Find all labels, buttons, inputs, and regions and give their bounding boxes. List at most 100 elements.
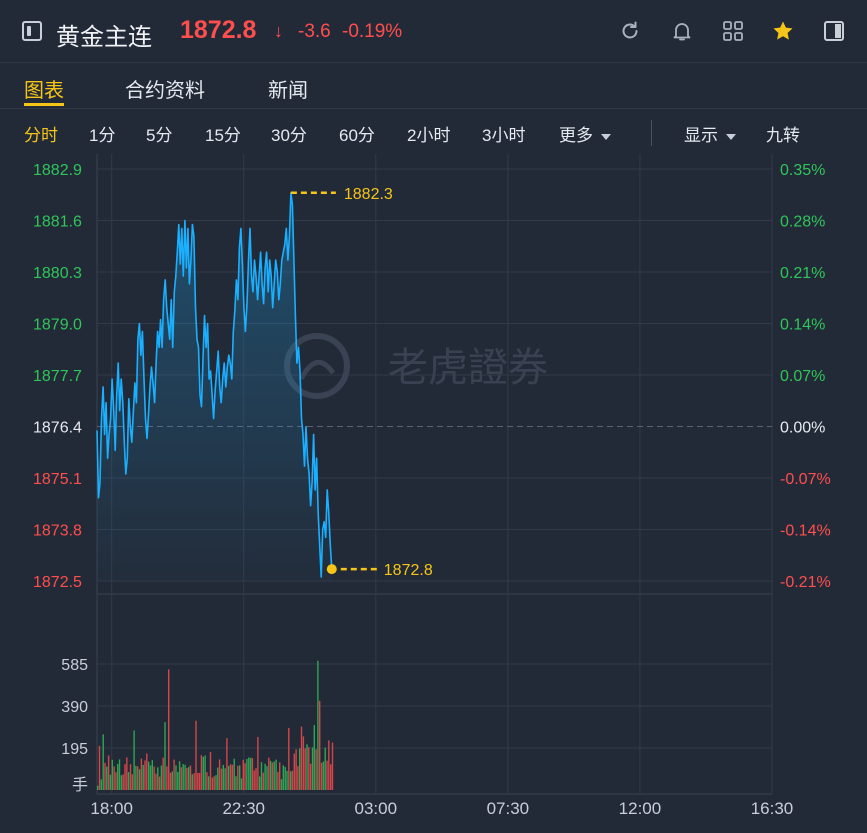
volume-bar — [260, 762, 263, 790]
volume-bar — [184, 764, 186, 790]
volume-bar — [271, 762, 274, 790]
volume-bar — [117, 764, 119, 790]
volume-bar — [257, 737, 259, 790]
volume-bar — [280, 779, 283, 790]
volume-bar — [195, 720, 197, 790]
percent-tick-label: 0.07% — [780, 368, 825, 385]
price-line-path — [96, 192, 333, 578]
volume-bar — [113, 766, 115, 790]
volume-bar — [171, 771, 173, 790]
volume-bar — [213, 776, 215, 790]
tab-chart[interactable]: 图表 — [24, 80, 64, 102]
display-label: 显示 — [684, 126, 718, 145]
volume-bar — [233, 758, 235, 790]
chevron-down-icon — [726, 133, 736, 140]
volume-bar — [313, 725, 315, 790]
volume-bar — [197, 772, 199, 790]
volume-bar — [268, 757, 270, 790]
volume-bar — [229, 764, 232, 790]
volume-bar — [111, 759, 113, 790]
instrument-title: 黄金主连 — [56, 24, 152, 51]
period-2hour[interactable]: 2小时 — [407, 126, 451, 145]
period-intraday[interactable]: 分时 — [24, 126, 58, 145]
volume-bar — [286, 770, 288, 790]
tab-contract-info[interactable]: 合约资料 — [125, 80, 205, 102]
volume-bar — [309, 763, 312, 790]
grid-icon[interactable] — [721, 19, 745, 43]
percent-tick-label: 0.35% — [780, 162, 825, 179]
volume-bar — [148, 761, 150, 790]
volume-bar — [266, 766, 268, 790]
tab-news[interactable]: 新闻 — [268, 80, 308, 102]
volume-bar — [131, 774, 133, 790]
volume-bar — [320, 762, 323, 790]
volume-bar — [157, 767, 159, 790]
volume-bar — [246, 759, 248, 790]
volume-bar — [160, 765, 163, 790]
volume-bar — [182, 764, 184, 790]
volume-bar — [239, 765, 241, 790]
volume-bar — [251, 758, 254, 790]
volume-bar — [300, 726, 303, 790]
volume-bar — [273, 761, 275, 790]
volume-bar — [235, 776, 237, 790]
volume-bar — [127, 772, 130, 790]
volume-bar — [151, 760, 153, 790]
volume-bar — [218, 759, 221, 790]
period-5min[interactable]: 5分 — [146, 126, 173, 145]
volume-bar — [206, 772, 208, 790]
volume-bar — [248, 757, 250, 790]
volume-bar — [177, 772, 179, 790]
volume-bar — [204, 755, 206, 790]
volume-bar — [164, 722, 166, 790]
chevron-down-icon — [601, 133, 611, 140]
bell-icon[interactable] — [670, 19, 694, 43]
volume-bar — [98, 745, 101, 790]
watermark: 老虎證券 — [284, 333, 548, 399]
refresh-icon[interactable] — [618, 19, 642, 43]
volume-bar — [324, 747, 326, 790]
volume-bar — [224, 768, 226, 790]
period-3hour[interactable]: 3小时 — [482, 126, 526, 145]
volume-bar — [97, 785, 99, 790]
time-tick-label: 16:30 — [751, 799, 794, 818]
intraday-chart[interactable]: 老虎證券 18:00 22:30 03:00 07:30 12:00 16:30 1882.… — [0, 154, 867, 833]
star-icon[interactable] — [771, 19, 795, 43]
volume-bar — [180, 767, 183, 790]
volume-bar — [100, 779, 102, 790]
volume-bar — [326, 760, 328, 790]
price-tick-label: 1881.6 — [33, 214, 82, 231]
volume-bar — [175, 765, 177, 790]
period-15min[interactable]: 15分 — [205, 126, 241, 145]
percent-tick-label: 0.14% — [780, 317, 825, 334]
volume-bar — [188, 766, 190, 790]
side-panel-icon[interactable] — [822, 19, 846, 43]
volume-bar — [153, 766, 155, 790]
last-price-dot — [326, 564, 337, 575]
volume-tick-label: 390 — [61, 699, 88, 716]
sidebar-toggle-icon[interactable] — [22, 21, 42, 41]
high-price-label: 1882.3 — [344, 186, 393, 203]
volume-bar — [166, 766, 168, 790]
volume-bar — [193, 773, 195, 790]
volume-bar — [269, 760, 272, 790]
volume-bar — [331, 742, 334, 790]
period-1min[interactable]: 1分 — [89, 126, 116, 145]
volume-bar — [308, 747, 310, 790]
volume-bar — [202, 756, 204, 790]
nine-turn-button[interactable]: 九转 — [766, 126, 800, 145]
period-60min[interactable]: 60分 — [339, 126, 375, 145]
display-dropdown[interactable]: 显示 — [684, 121, 736, 146]
volume-bar — [277, 771, 279, 790]
volume-bar — [200, 755, 203, 790]
volume-bar — [255, 768, 257, 790]
volume-bar — [288, 727, 290, 790]
volume-bar — [168, 669, 170, 790]
volume-bars — [97, 660, 334, 790]
volume-bar — [102, 734, 104, 790]
volume-bar — [189, 765, 192, 790]
more-periods-dropdown[interactable]: 更多 — [559, 121, 611, 146]
period-30min[interactable]: 30分 — [271, 126, 307, 145]
price-line — [96, 192, 333, 582]
period-toolbar: 分时 1分 5分 15分 30分 60分 2小时 3小时 更多 显示 九转 — [0, 108, 867, 154]
